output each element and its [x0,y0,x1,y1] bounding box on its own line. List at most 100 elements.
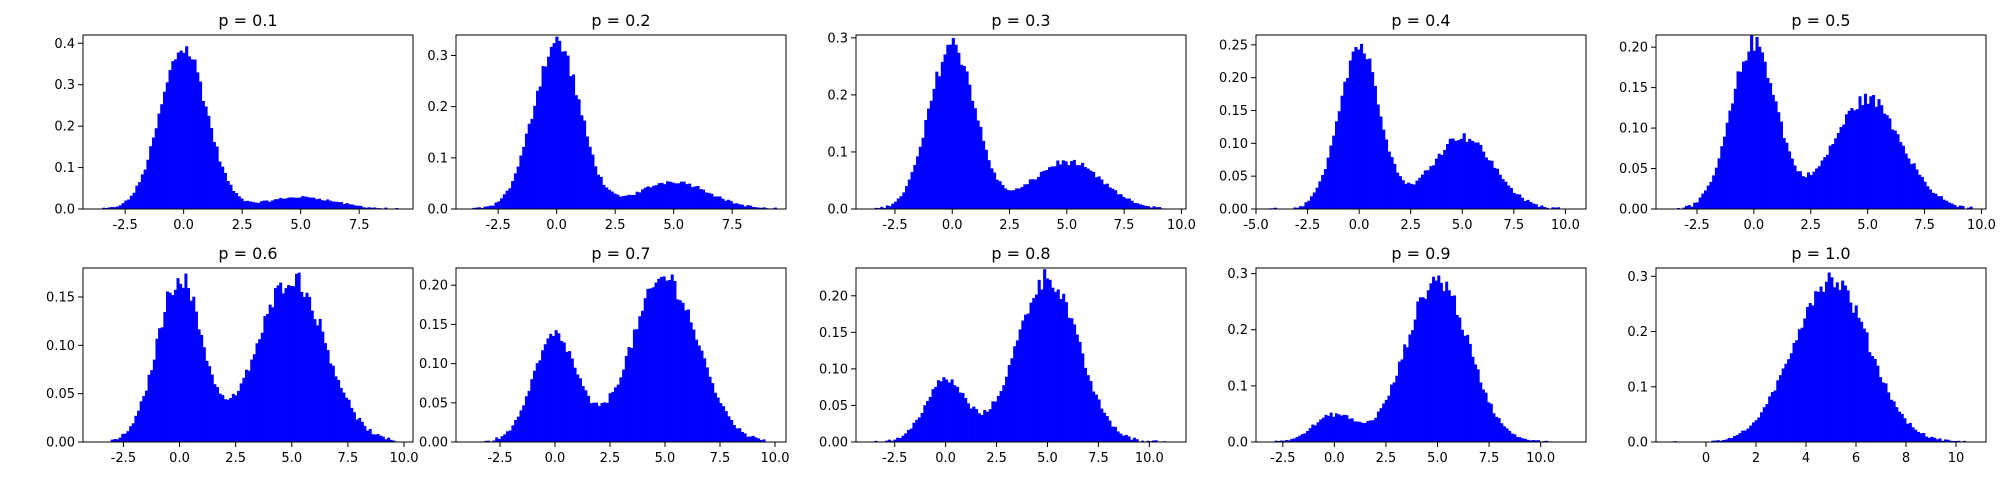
histogram-bar [508,188,512,209]
histogram-bar [666,181,670,209]
histogram-bar [329,363,333,442]
histogram-bar [1111,188,1115,209]
y-tick-label: 0.00 [419,436,448,451]
histogram-bar [1292,438,1296,442]
histogram-bar [1357,49,1361,209]
histogram-bar [726,199,730,209]
histogram-bar [555,36,559,209]
subplot-title: p = 0.1 [218,11,277,30]
histogram-bar [1136,203,1140,209]
histogram-bar [1455,314,1459,442]
histogram-bar [1460,329,1464,442]
histogram-bar [654,185,659,209]
histogram-bar [905,186,909,209]
histogram-bar [915,419,919,442]
histogram-bar [1075,165,1079,209]
histogram-bar [506,431,510,442]
histogram-bar [1502,426,1506,442]
histogram-bar [710,193,714,209]
histogram-bar [1785,142,1789,209]
histogram-bar [1067,317,1071,442]
subplot-title: p = 0.8 [991,244,1050,263]
histogram-bar [1463,335,1467,442]
histogram-bar [342,392,346,442]
histogram-bar [1731,103,1735,209]
y-tick-label: 0.1 [827,145,848,160]
histogram-bar [546,338,550,442]
x-tick-label: -2.5 [1684,218,1709,233]
histogram-bar [1812,171,1816,209]
histogram-bar [1695,202,1699,209]
histogram-bar [1804,177,1808,209]
histogram-bar [151,137,156,209]
histogram-bar [1405,347,1409,442]
histogram-bar [1534,204,1538,209]
histogram-bar [1354,47,1358,210]
x-tick-label: 0.0 [173,218,194,233]
histogram-bar [1474,364,1478,442]
histogram-bar [580,115,584,209]
histogram-bar [1311,424,1315,442]
histogram-bar [503,434,507,442]
histogram-bar [522,405,526,442]
histogram-bar [1009,190,1013,209]
histogram-bar [118,205,122,209]
histogram-bar [773,207,777,209]
x-tick-label: 2.5 [225,451,246,466]
histogram-bar [1839,126,1843,209]
histogram-bar [527,123,531,209]
histogram-bar [513,173,517,209]
histogram-bar [746,205,750,209]
histogram-bar [1298,206,1303,209]
histogram-bar [1537,440,1541,442]
histogram-bar [1390,157,1394,209]
histogram-bar [1081,162,1085,209]
histogram-bar [150,370,154,442]
histogram-bar [700,350,704,442]
histogram-bar [337,202,341,209]
histogram-bar [613,193,617,209]
histogram-bar [562,342,566,442]
histogram-bar [1371,420,1375,442]
histogram-bar [936,380,941,442]
histogram-bar [1319,419,1323,442]
histogram-bar [676,299,680,442]
histogram-bar [1017,188,1021,209]
histogram-bar [1086,168,1090,209]
histogram-bar [1747,51,1751,209]
histogram-bar [1523,200,1527,209]
histogram-bar [152,359,156,442]
histogram-bar [252,354,256,442]
histogram-bar [605,187,609,209]
histogram-bar [976,120,980,209]
histogram-bar [1787,359,1791,442]
histogram-bar [1934,193,1938,209]
histogram-bar [578,378,582,442]
histogram-bar [619,377,623,442]
histogram-bar [999,391,1003,442]
histogram-bar [1956,206,1960,209]
y-tick-label: 0.1 [1627,380,1648,395]
histogram-bar [641,189,645,209]
histogram-bar [888,206,892,209]
histogram-bar [599,176,603,209]
histogram-bar [300,292,304,442]
histogram-bar [558,40,562,210]
histogram-bar [896,437,900,442]
subplot-title: p = 0.4 [1391,11,1450,30]
histogram-bar [1094,394,1098,442]
histogram-bar [1757,417,1761,442]
histogram-bar [334,201,338,209]
histogram-bar [560,340,564,442]
histogram-bar [654,282,658,442]
histogram-bar [1308,428,1312,442]
histogram-bar [205,360,209,442]
histogram-bar [113,207,117,209]
histogram-bar [345,397,348,442]
histogram-bar [627,347,631,442]
histogram-bar [1920,176,1924,209]
histogram-bar [1882,113,1886,209]
histogram-bar [1034,179,1038,209]
histogram-bar [695,339,699,442]
histogram-bar [1809,174,1813,209]
